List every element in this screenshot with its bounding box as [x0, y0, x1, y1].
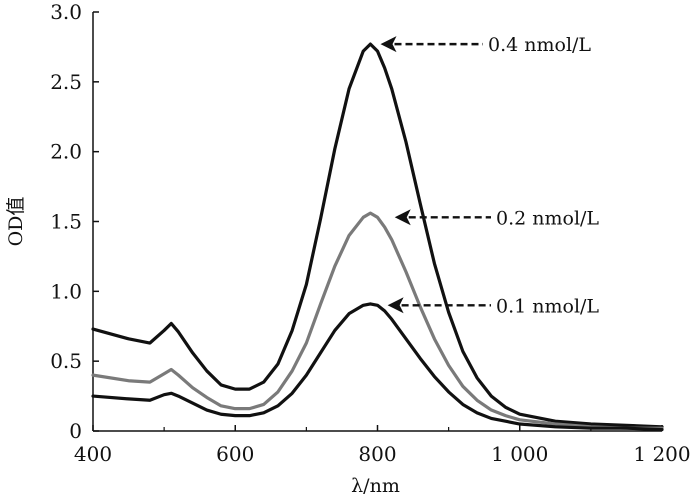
- x-tick-label: 1 000: [491, 442, 548, 466]
- annotation-arrow: [380, 36, 397, 53]
- annotations: 0.4 nmol/L 0.2 nmol/L 0.1 nmol/L: [380, 34, 599, 317]
- annotation-label: 0.4 nmol/L: [488, 34, 591, 56]
- annotation-label: 0.1 nmol/L: [496, 295, 599, 317]
- annotation-arrow: [394, 209, 411, 226]
- y-tick-label: 0: [69, 419, 82, 443]
- series-layer: [91, 42, 664, 432]
- annotation-arrow: [387, 297, 404, 314]
- y-ticks: 0 0.5 1.0 1.5 2.0 2.5 3.0: [50, 0, 99, 443]
- y-tick-label: 0.5: [50, 349, 82, 373]
- y-tick-label: 1.0: [50, 279, 82, 303]
- annotation-label: 0.2 nmol/L: [496, 207, 599, 229]
- series-line-1: [91, 42, 664, 429]
- x-ticks: 400 600 800 1 000 1 200: [74, 425, 691, 466]
- x-axis-title: λ/nm: [351, 475, 400, 497]
- y-tick-label: 1.5: [50, 210, 82, 234]
- x-tick-label: 800: [358, 442, 396, 466]
- y-tick-label: 2.5: [50, 70, 82, 94]
- y-tick-label: 2.0: [50, 140, 82, 164]
- x-tick-label: 600: [216, 442, 254, 466]
- x-tick-label: 1 200: [633, 442, 690, 466]
- y-tick-label: 3.0: [50, 0, 82, 24]
- series-line-3: [91, 302, 664, 432]
- y-axis-title: OD值: [5, 197, 27, 247]
- x-tick-label: 400: [74, 442, 112, 466]
- series-line-2: [91, 211, 664, 430]
